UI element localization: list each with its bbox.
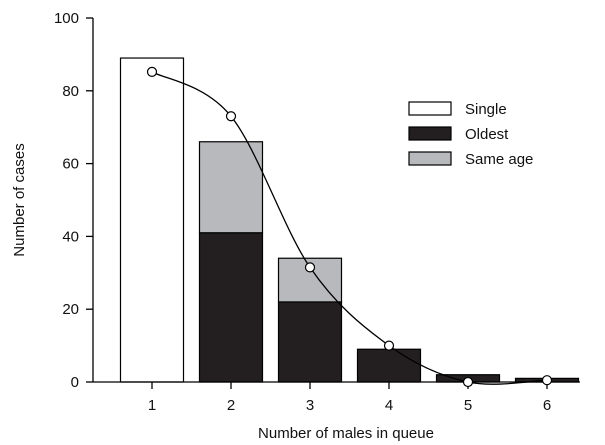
bar-oldest-2 — [198, 232, 264, 383]
y-ticks: 0 20 40 60 80 100 — [54, 10, 93, 391]
y-tick-label-20: 20 — [62, 301, 79, 318]
legend: Single Oldest Same age — [408, 101, 533, 168]
bar-single-1 — [119, 57, 185, 383]
x-tick-label-3: 3 — [306, 397, 314, 414]
x-tick-label-4: 4 — [385, 397, 393, 414]
bar-same-age-2 — [198, 141, 264, 234]
bar-oldest-3 — [277, 301, 343, 383]
legend-label-same-age: Same age — [465, 151, 533, 168]
y-tick-label-40: 40 — [62, 228, 79, 245]
y-tick-label-0: 0 — [71, 374, 79, 391]
y-tick-label-60: 60 — [62, 156, 79, 173]
legend-label-single: Single — [465, 101, 507, 118]
axes-layer: 0 20 40 60 80 100 1 2 3 4 5 6 — [54, 10, 580, 414]
y-axis-title: Number of cases — [11, 143, 28, 256]
y-tick-label-100: 100 — [54, 10, 79, 27]
curve-point-5 — [462, 376, 474, 388]
curve-point-6 — [541, 375, 553, 386]
curve-point-2 — [225, 111, 237, 122]
x-tick-label-2: 2 — [227, 397, 235, 414]
y-tick-label-80: 80 — [62, 83, 79, 100]
x-tick-label-6: 6 — [543, 397, 551, 414]
curve-point-1 — [146, 66, 158, 77]
legend-swatch-single — [408, 101, 452, 116]
curve-layer — [146, 66, 553, 388]
x-tick-label-1: 1 — [148, 397, 156, 414]
x-axis-title: Number of males in queue — [258, 425, 434, 442]
x-tick-label-5: 5 — [464, 397, 472, 414]
bar-oldest-4 — [356, 348, 422, 383]
x-ticks: 1 2 3 4 5 6 — [148, 382, 551, 414]
curve-point-4 — [383, 340, 395, 351]
curve-point-3 — [304, 262, 316, 273]
legend-label-oldest: Oldest — [465, 126, 509, 143]
bars-layer — [119, 57, 580, 383]
legend-swatch-oldest — [408, 126, 452, 141]
legend-swatch-same-age — [408, 151, 452, 166]
